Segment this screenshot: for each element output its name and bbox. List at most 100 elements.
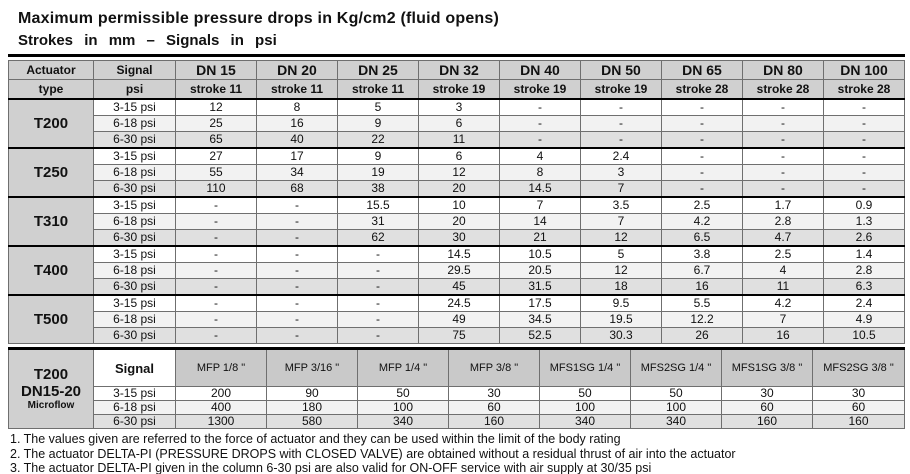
actuator-group-label: T500 [8, 294, 94, 344]
signal-cell: 3-15 psi [93, 196, 176, 214]
value-cell: 4.9 [823, 311, 905, 328]
value-cell: 22 [337, 131, 419, 149]
value-cell: 4.7 [742, 229, 824, 247]
signal-psi-header: psi [93, 79, 176, 100]
value-cell: 34 [256, 164, 338, 181]
value-cell: 6.7 [661, 262, 743, 279]
value-cell: 4.2 [742, 294, 824, 312]
signal-cell: 3-15 psi [93, 386, 176, 401]
dn-column-header: DN 15 [175, 60, 257, 80]
value-cell: 200 [175, 386, 267, 401]
value-cell: - [337, 311, 419, 328]
page-title: Maximum permissible pressure drops in Kg… [18, 10, 500, 27]
value-cell: - [823, 180, 905, 198]
signal-cell: 3-15 psi [93, 294, 176, 312]
signal-cell: 6-18 psi [93, 213, 176, 230]
signal-cell: 6-30 psi [93, 278, 176, 296]
dn-column-header: DN 25 [337, 60, 419, 80]
signal-cell: 6-30 psi [93, 131, 176, 149]
value-cell: 3.5 [580, 196, 662, 214]
value-cell: 5 [337, 98, 419, 116]
value-cell: 1.4 [823, 245, 905, 263]
value-cell: 30 [448, 386, 540, 401]
signal-cell: 6-30 psi [93, 180, 176, 198]
value-cell: 2.8 [742, 213, 824, 230]
microflow-column-header: MFP 1/8 " [175, 348, 267, 387]
value-cell: 100 [630, 400, 722, 415]
value-cell: 16 [742, 327, 824, 344]
value-cell: 5.5 [661, 294, 743, 312]
signal-cell: 3-15 psi [93, 245, 176, 263]
value-cell: 7 [580, 180, 662, 198]
value-cell: 14.5 [499, 180, 581, 198]
value-cell: 20 [418, 180, 500, 198]
microflow-column-header: MFS1SG 3/8 " [721, 348, 813, 387]
value-cell: 0.9 [823, 196, 905, 214]
title-rule [8, 54, 905, 57]
microflow-label-line: Microflow [27, 400, 75, 411]
microflow-table: T200 DN15-20 Microflow Signal MFP 1/8 " MFP 3… [8, 347, 905, 429]
value-cell: - [175, 196, 257, 214]
value-cell: 4 [499, 147, 581, 165]
signal-cell: 6-30 psi [93, 327, 176, 344]
actuator-group-label: T310 [8, 196, 94, 247]
value-cell: 10 [418, 196, 500, 214]
value-cell: 30 [812, 386, 905, 401]
value-cell: 65 [175, 131, 257, 149]
value-cell: 49 [418, 311, 500, 328]
value-cell: 4 [742, 262, 824, 279]
stroke-header: stroke 28 [742, 79, 824, 100]
microflow-column-header: MFP 3/8 " [448, 348, 540, 387]
actuator-group-label: T400 [8, 245, 94, 296]
microflow-column-header: MFS2SG 3/8 " [812, 348, 905, 387]
value-cell: - [823, 98, 905, 116]
value-cell: 17 [256, 147, 338, 165]
value-cell: 340 [630, 414, 722, 429]
value-cell: 2.5 [661, 196, 743, 214]
signal-cell: 6-18 psi [93, 400, 176, 415]
value-cell: - [742, 115, 824, 132]
value-cell: 2.8 [823, 262, 905, 279]
value-cell: 16 [256, 115, 338, 132]
value-cell: - [823, 131, 905, 149]
value-cell: 15.5 [337, 196, 419, 214]
microflow-column-header: MFP 3/16 " [266, 348, 358, 387]
stroke-header: stroke 11 [175, 79, 257, 100]
value-cell: 8 [256, 98, 338, 116]
value-cell: - [661, 115, 743, 132]
dn-column-header: DN 50 [580, 60, 662, 80]
value-cell: 2.4 [580, 147, 662, 165]
value-cell: 6 [418, 147, 500, 165]
microflow-group-label: T200 DN15-20 Microflow [8, 348, 94, 429]
value-cell: - [337, 262, 419, 279]
signal-cell: 6-18 psi [93, 311, 176, 328]
value-cell: - [256, 327, 338, 344]
value-cell: 100 [539, 400, 631, 415]
value-cell: 1300 [175, 414, 267, 429]
value-cell: 17.5 [499, 294, 581, 312]
stroke-header: stroke 19 [418, 79, 500, 100]
value-cell: 60 [812, 400, 905, 415]
value-cell: 10.5 [499, 245, 581, 263]
value-cell: - [499, 131, 581, 149]
value-cell: 100 [357, 400, 449, 415]
value-cell: - [742, 98, 824, 116]
value-cell: 11 [418, 131, 500, 149]
value-cell: - [256, 278, 338, 296]
value-cell: - [256, 311, 338, 328]
value-cell: - [499, 98, 581, 116]
value-cell: 19 [337, 164, 419, 181]
value-cell: 9 [337, 147, 419, 165]
actuator-group-label: T250 [8, 147, 94, 198]
value-cell: - [661, 131, 743, 149]
value-cell: 30 [418, 229, 500, 247]
value-cell: 75 [418, 327, 500, 344]
stroke-header: stroke 28 [661, 79, 743, 100]
value-cell: 3 [580, 164, 662, 181]
dn-column-header: DN 32 [418, 60, 500, 80]
value-cell: 9 [337, 115, 419, 132]
value-cell: 160 [812, 414, 905, 429]
value-cell: - [175, 278, 257, 296]
value-cell: 580 [266, 414, 358, 429]
value-cell: - [175, 229, 257, 247]
